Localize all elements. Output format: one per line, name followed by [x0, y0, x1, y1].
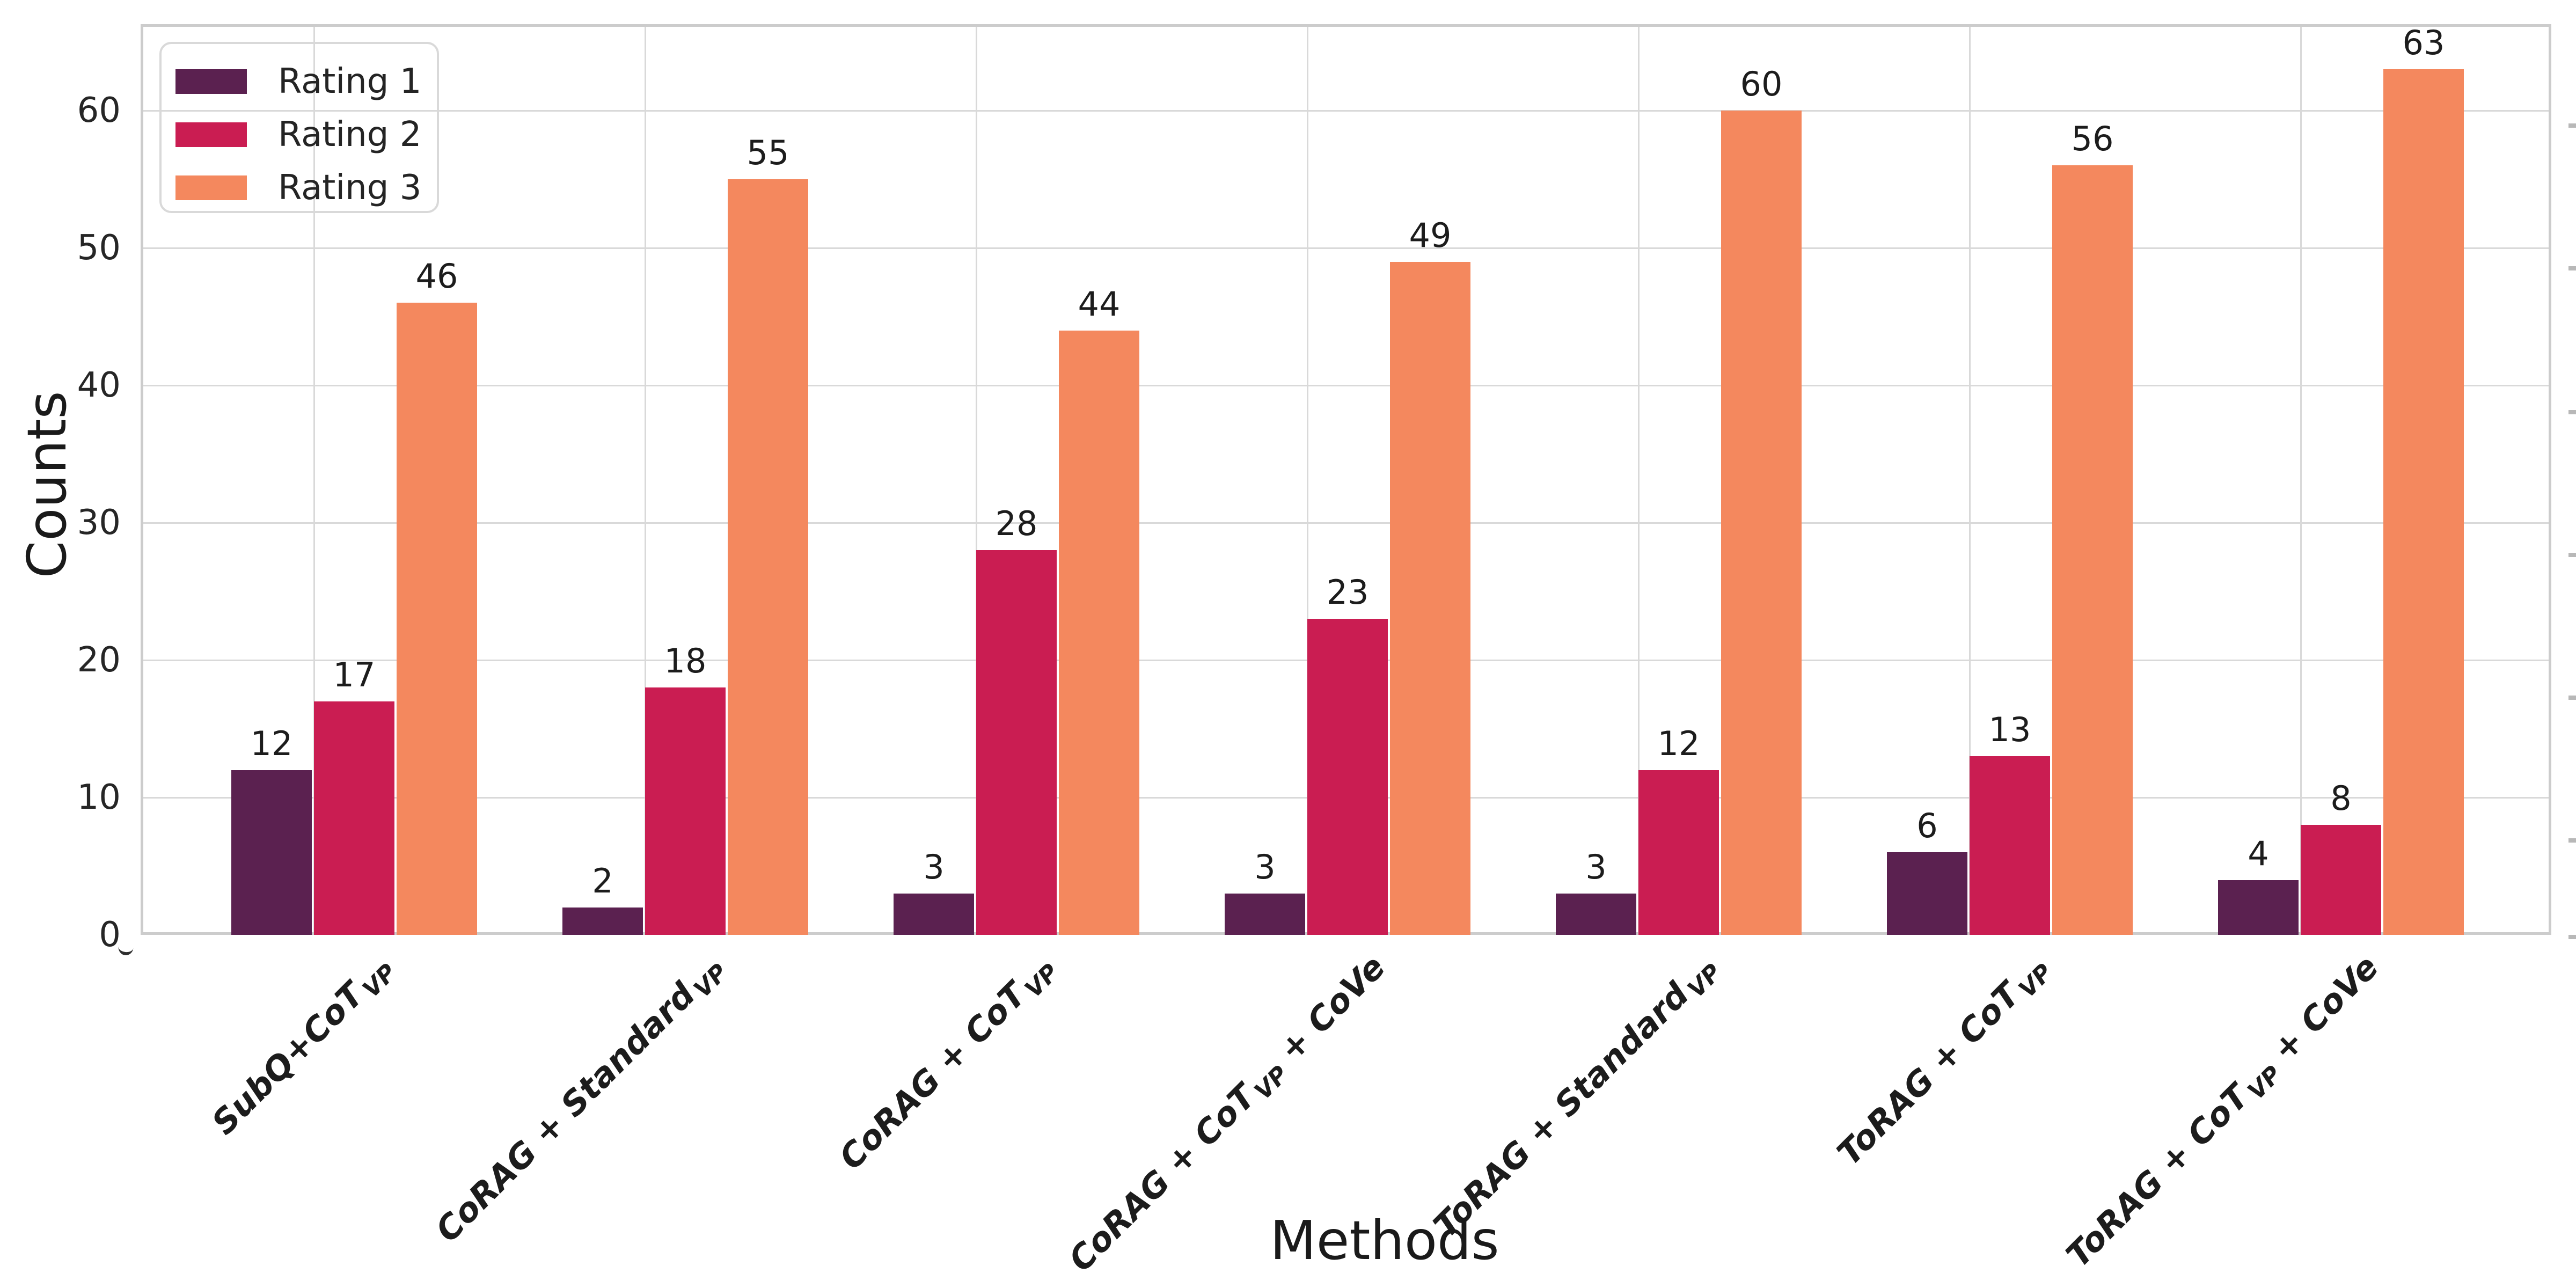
x-tick-label-0: SubQ+CoTVP: [204, 949, 405, 1148]
y-tick-label-50: 50: [77, 228, 121, 268]
gridline-y-40: [143, 384, 2549, 386]
gridline-x-2: [975, 27, 977, 932]
legend-swatch: [175, 175, 247, 200]
bar-rating-2-group-2: [976, 550, 1057, 935]
x-tick-text: SubQ+CoT: [204, 975, 372, 1143]
x-tick-text: + CoVe: [1263, 947, 1393, 1077]
legend-swatch: [175, 122, 247, 147]
x-tick-text: CoRAG + CoT: [1060, 1077, 1263, 1279]
legend-items: Rating 1 Rating 2 Rating 3: [175, 58, 437, 211]
bar-rating-3-group-2: [1059, 330, 1139, 935]
bar-value-label: 2: [592, 861, 613, 901]
x-tick-label-1: CoRAG + StandardVP: [428, 949, 736, 1256]
y-axis-label: Counts: [16, 391, 78, 579]
bar-rating-2-group-6: [2301, 825, 2381, 935]
legend-label: Rating 2: [278, 115, 422, 155]
crop-dash-3: [2568, 553, 2576, 557]
bar-rating-1-group-4: [1556, 894, 1636, 935]
x-tick-text: CoRAG + Standard: [428, 975, 703, 1250]
bar-rating-2-group-1: [645, 687, 726, 935]
bar-value-label: 28: [995, 504, 1038, 544]
x-tick-label-2: CoRAG + CoTVP: [831, 949, 1067, 1183]
bar-value-label: 13: [1988, 710, 2031, 750]
bar-value-label: 6: [1916, 806, 1938, 846]
bar-rating-1-group-0: [231, 770, 312, 935]
bar-rating-2-group-4: [1638, 770, 1719, 935]
gridline-x-5: [1968, 27, 1971, 932]
gridline-x-4: [1637, 27, 1640, 932]
bar-value-label: 49: [1409, 215, 1452, 255]
bar-value-label: 56: [2071, 119, 2114, 159]
bar-rating-3-group-6: [2383, 69, 2464, 935]
bar-value-label: 23: [1326, 573, 1369, 612]
bar-rating-1-group-1: [562, 907, 643, 935]
gridline-x-6: [2300, 27, 2302, 932]
x-tick-text: ToRAG + CoT: [2058, 1077, 2257, 1275]
bar-rating-2-group-3: [1307, 619, 1388, 935]
bar-rating-3-group-5: [2052, 165, 2133, 935]
x-tick-text: ToRAG + CoT: [1829, 975, 2028, 1173]
bar-value-label: 12: [250, 723, 293, 763]
x-tick-label-6: ToRAG + CoTVP + CoVe: [2058, 947, 2392, 1281]
bar-value-label: 3: [1254, 847, 1276, 887]
x-axis-label: Methods: [1270, 1209, 1499, 1272]
legend-swatch: [175, 69, 247, 94]
y-tick-label-30: 30: [77, 503, 121, 543]
bar-rating-2-group-5: [1970, 756, 2050, 935]
bar-value-label: 44: [1078, 284, 1121, 324]
y-tick-label-40: 40: [77, 365, 121, 405]
bar-value-label: 4: [2248, 833, 2269, 873]
gridline-x-1: [644, 27, 646, 932]
gridline-y-50: [143, 247, 2549, 249]
gridline-y-60: [143, 109, 2549, 112]
x-tick-text: ToRAG + Standard: [1425, 975, 1696, 1246]
bar-rating-1-group-6: [2218, 880, 2299, 935]
bar-rating-3-group-3: [1390, 261, 1470, 935]
bar-value-label: 46: [415, 257, 458, 296]
bar-rating-1-group-5: [1887, 852, 1967, 935]
bar-value-label: 12: [1657, 723, 1700, 763]
crop-dash-2: [2568, 410, 2576, 414]
bar-rating-3-group-0: [397, 303, 477, 935]
legend-item-rating-1: Rating 1: [175, 58, 437, 105]
crop-dash-4: [2568, 696, 2576, 700]
bar-value-label: 17: [333, 655, 376, 694]
legend-label: Rating 3: [278, 168, 422, 208]
bar-value-label: 3: [923, 847, 945, 887]
plot-area: 12 2 3 3 3 6 4 17 18 28 23 12 13 8 46 55 44 49 60 56 63: [141, 24, 2551, 935]
bar-value-label: 8: [2330, 779, 2352, 818]
crop-dash-0: [2568, 123, 2576, 128]
bar-rating-1-group-2: [894, 894, 974, 935]
bar-value-label: 18: [664, 641, 707, 681]
bar-value-label: 55: [747, 133, 789, 172]
crop-dash-5: [2568, 838, 2576, 843]
gridline-x-0: [313, 27, 315, 932]
x-tick-text: + CoVe: [2256, 947, 2386, 1077]
gridline-x-3: [1306, 27, 1308, 932]
legend-item-rating-3: Rating 3: [175, 164, 437, 211]
legend-label: Rating 1: [278, 62, 422, 101]
bar-value-label: 3: [1585, 847, 1607, 887]
y-tick-label-20: 20: [77, 640, 121, 680]
legend: Rating 1 Rating 2 Rating 3: [159, 42, 439, 213]
bar-rating-3-group-1: [728, 179, 808, 935]
bar-rating-1-group-3: [1225, 894, 1305, 935]
x-tick-label-5: ToRAG + CoTVP: [1829, 949, 2061, 1179]
gridline-y-30: [143, 522, 2549, 524]
crop-dash-6: [2568, 935, 2576, 939]
bar-value-label: 60: [1740, 64, 1783, 104]
y-tick-label-60: 60: [77, 91, 121, 130]
x-tick-text: CoRAG + CoT: [831, 975, 1034, 1177]
bar-rating-2-group-0: [314, 701, 394, 935]
y-tick-label-10: 10: [77, 778, 121, 817]
bar-value-label: 63: [2402, 23, 2445, 63]
bar-rating-3-group-4: [1721, 111, 1802, 935]
x-tick-label-4: ToRAG + StandardVP: [1425, 949, 1730, 1252]
crop-dash-1: [2568, 266, 2576, 270]
legend-item-rating-2: Rating 2: [175, 111, 437, 158]
y-tick-label-0: 0: [99, 915, 121, 955]
